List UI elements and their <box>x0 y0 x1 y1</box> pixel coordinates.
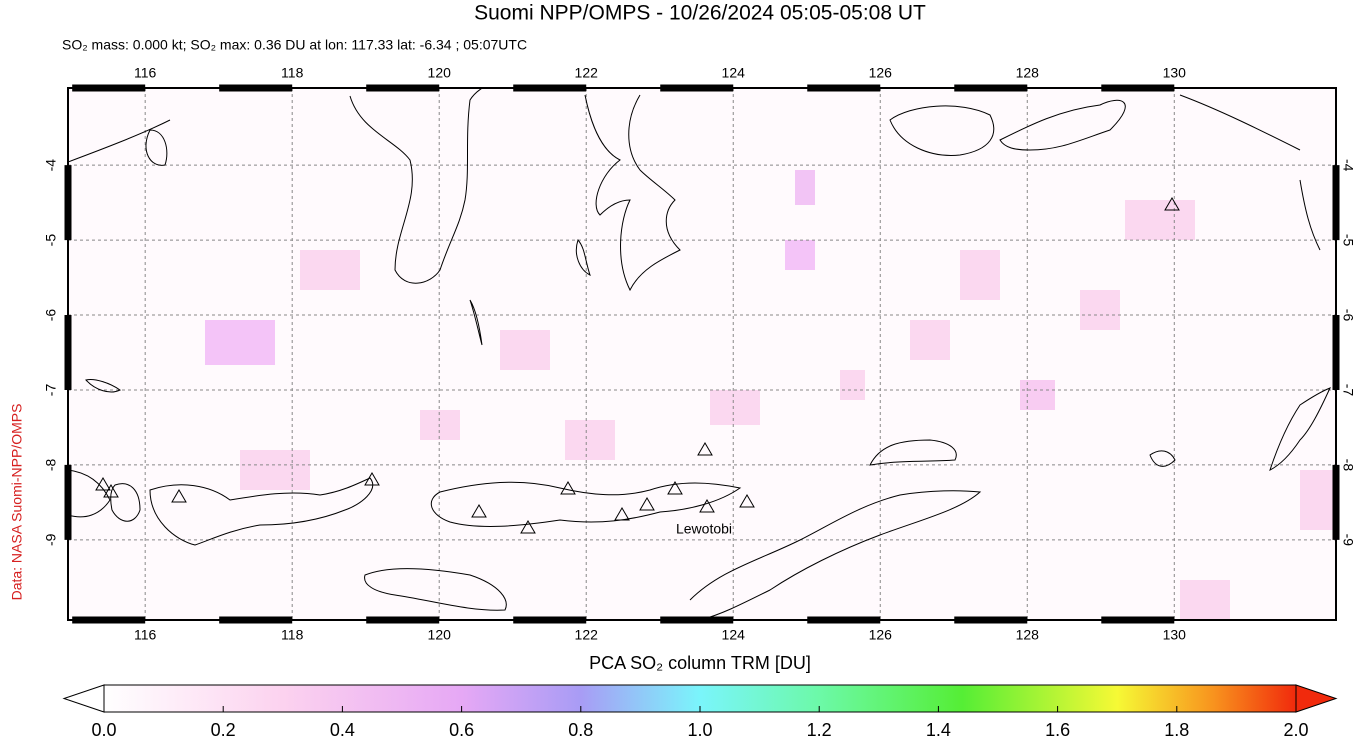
x-tick-label: 126 <box>869 65 893 81</box>
coastline <box>110 483 141 522</box>
colorbar-tick-label: 1.4 <box>926 720 951 740</box>
y-tick-label: -6 <box>1340 309 1356 322</box>
axes: 116 116 118 118 120 120 122 122 124 124 126 126 128 1… <box>43 65 1357 643</box>
map-background <box>68 88 1336 620</box>
grid <box>68 88 1336 620</box>
y-tick-label: -9 <box>43 533 59 546</box>
x-tick-label: 118 <box>281 627 304 643</box>
y-tick-label: -4 <box>43 159 59 172</box>
coastline <box>1149 450 1176 467</box>
x-tick-label: 128 <box>1016 65 1040 81</box>
credit: Data: NASA Suomi-NPP/OMPS <box>9 404 25 601</box>
y-tick-label: -6 <box>43 309 59 322</box>
coastline <box>364 568 507 611</box>
coastline <box>689 490 982 620</box>
x-tick-label: 116 <box>134 65 157 81</box>
coastline <box>430 481 742 527</box>
x-tick-label: 122 <box>575 627 599 643</box>
colorbar-tick-label: 2.0 <box>1283 720 1308 740</box>
x-tick-label: 120 <box>428 627 452 643</box>
coastline <box>68 119 171 166</box>
coastline <box>149 477 373 546</box>
y-tick-label: -5 <box>1340 234 1356 247</box>
coastline <box>575 239 591 276</box>
x-tick-label: 124 <box>722 627 746 643</box>
coastline <box>999 99 1126 151</box>
colorbar-tick-label: 1.8 <box>1164 720 1189 740</box>
title: Suomi NPP/OMPS - 10/26/2024 05:05-05:08 … <box>474 2 926 25</box>
y-tick-label: -5 <box>43 234 59 247</box>
colorbar-tick-label: 0.0 <box>91 720 116 740</box>
colorbar-label: PCA SO₂ column TRM [DU] <box>589 653 811 673</box>
volcano-label: Lewotobi <box>676 521 732 537</box>
colorbar-tick-label: 0.2 <box>211 720 236 740</box>
colorbar-tick-label: 1.0 <box>687 720 712 740</box>
colorbar-ticks: 0.0 0.2 0.4 0.6 0.8 1.0 1.2 1.4 1.6 1.8 2.0 <box>91 706 1309 740</box>
colorbar-tick-label: 1.2 <box>807 720 832 740</box>
coastline <box>889 105 995 156</box>
colorbar-tick-label: 1.6 <box>1045 720 1070 740</box>
y-tick-label: -4 <box>1340 159 1356 172</box>
colorbar-tick-label: 0.4 <box>330 720 355 740</box>
colorbar-under <box>62 684 105 713</box>
coastline <box>1269 387 1331 471</box>
coastline <box>1179 94 1321 251</box>
x-tick-label: 130 <box>1163 627 1187 643</box>
volcanoes <box>95 197 1180 534</box>
colorbar-tick-label: 0.6 <box>449 720 474 740</box>
x-tick-label: 126 <box>869 627 893 643</box>
y-tick-label: -7 <box>43 384 59 397</box>
coastline <box>349 88 483 284</box>
subtitle: SO₂ mass: 0.000 kt; SO₂ max: 0.36 DU at … <box>62 37 527 53</box>
coastline <box>584 94 681 292</box>
x-tick-label: 122 <box>575 65 599 81</box>
x-tick-label: 124 <box>722 65 746 81</box>
x-tick-label: 128 <box>1016 627 1040 643</box>
x-tick-label: 116 <box>134 627 157 643</box>
x-tick-label: 130 <box>1163 65 1187 81</box>
coastline <box>469 299 483 346</box>
coastline <box>869 439 957 466</box>
coastline <box>68 469 111 518</box>
coastline <box>85 379 121 393</box>
colorbar-tick-label: 0.8 <box>568 720 593 740</box>
x-tick-label: 120 <box>428 65 452 81</box>
y-tick-label: -7 <box>1340 384 1356 397</box>
colorbar-over <box>1295 684 1338 713</box>
so2-pixels <box>205 170 1336 620</box>
y-tick-label: -8 <box>43 458 59 471</box>
map: Lewotobi <box>68 88 1336 620</box>
coastlines <box>68 88 1331 620</box>
y-tick-label: -8 <box>1340 459 1356 472</box>
y-tick-label: -9 <box>1340 534 1356 547</box>
x-tick-label: 118 <box>281 65 304 81</box>
